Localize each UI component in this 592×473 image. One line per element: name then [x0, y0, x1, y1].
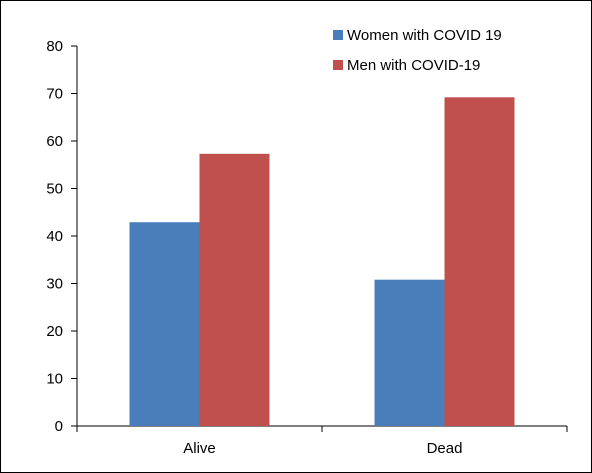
bar-alive-series-1 [129, 222, 200, 426]
legend-swatch [333, 30, 343, 40]
y-tick-label: 10 [46, 371, 63, 388]
plot-area: 0 10 20 30 40 50 60 70 80 Alive Dead [46, 38, 568, 457]
y-tick-label: 0 [55, 418, 63, 435]
bar-dead-series-1 [374, 279, 445, 426]
bar-dead-series-2 [444, 97, 515, 427]
y-tick-label: 20 [46, 323, 63, 340]
bar-alive-series-2 [199, 153, 270, 426]
y-tick-label: 80 [46, 38, 63, 55]
x-tick-label: Dead [427, 440, 463, 457]
y-tick-label: 30 [46, 276, 63, 293]
legend-label: Men with COVID-19 [347, 57, 480, 74]
legend-label: Women with COVID 19 [347, 27, 502, 44]
legend-swatch [333, 60, 343, 70]
y-tick-label: 50 [46, 181, 63, 198]
y-tick-label: 60 [46, 133, 63, 150]
y-tick-label: 70 [46, 86, 63, 103]
x-tick-label: Alive [183, 440, 216, 457]
y-tick-label: 40 [46, 228, 63, 245]
legend: Women with COVID 19 Men with COVID-19 [333, 27, 502, 74]
